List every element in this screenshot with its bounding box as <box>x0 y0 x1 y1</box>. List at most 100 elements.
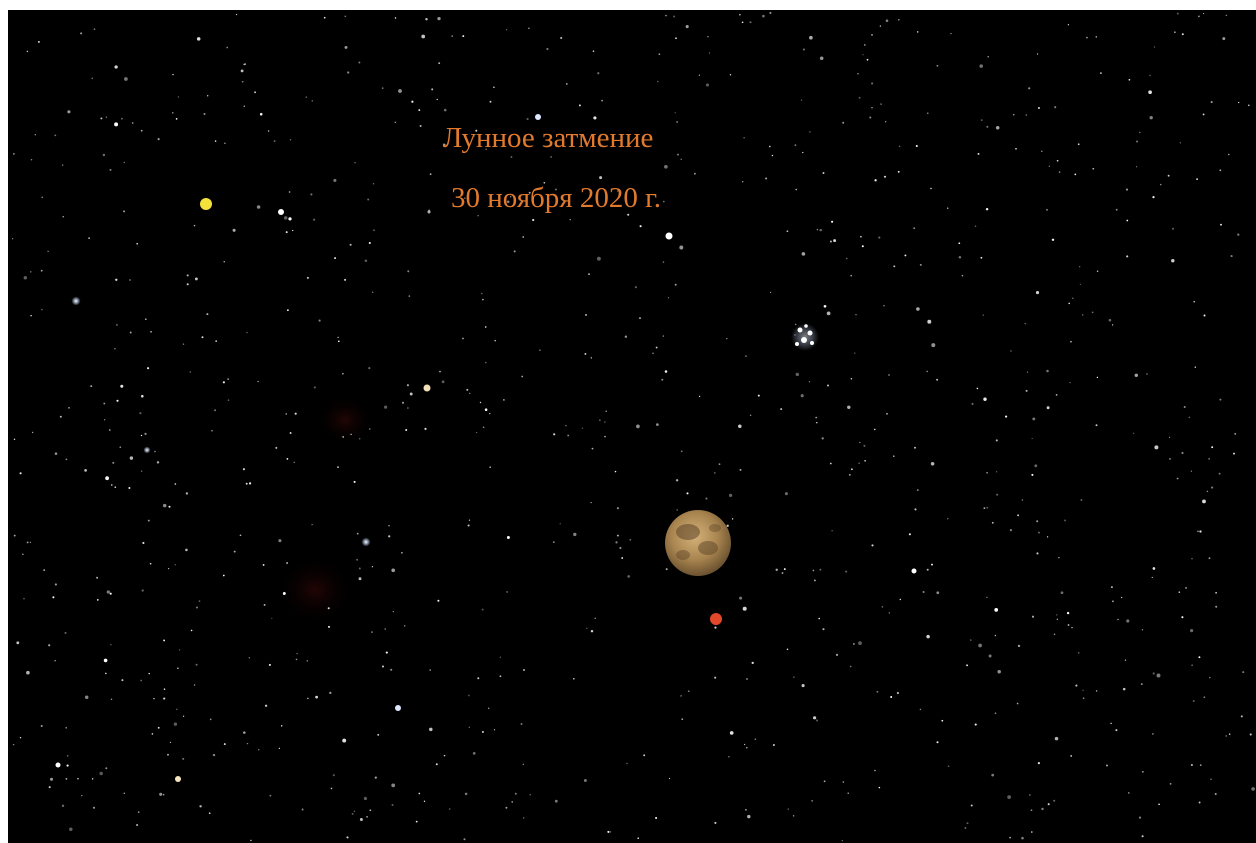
star <box>287 458 289 460</box>
star <box>1209 557 1211 559</box>
star <box>211 430 213 432</box>
star <box>329 692 331 694</box>
star <box>124 162 125 163</box>
star <box>802 252 806 256</box>
star <box>463 838 465 840</box>
star <box>1067 612 1069 614</box>
star <box>315 696 318 699</box>
star <box>469 520 470 521</box>
star <box>1142 771 1143 772</box>
star <box>573 678 575 680</box>
star <box>324 17 326 19</box>
star <box>1193 301 1195 303</box>
star <box>659 53 661 55</box>
star <box>820 57 824 61</box>
star <box>14 439 15 440</box>
star <box>1158 803 1160 805</box>
star <box>295 413 297 415</box>
star <box>728 756 729 757</box>
star <box>864 44 866 46</box>
star <box>1061 591 1064 594</box>
star <box>1199 530 1201 532</box>
star <box>849 474 851 476</box>
star <box>47 251 49 253</box>
star <box>111 484 112 485</box>
star <box>249 482 251 484</box>
star <box>859 442 860 443</box>
star <box>743 607 747 611</box>
star <box>35 134 36 135</box>
star <box>803 49 805 51</box>
star <box>862 245 864 247</box>
star <box>663 201 665 203</box>
star <box>20 472 22 474</box>
star <box>1191 764 1193 766</box>
star <box>931 564 933 566</box>
star <box>385 628 386 629</box>
star <box>215 340 217 342</box>
star <box>228 399 230 401</box>
star <box>110 644 111 645</box>
star <box>142 542 144 544</box>
star <box>199 600 201 602</box>
star <box>995 635 997 637</box>
star <box>1057 619 1058 620</box>
star <box>468 524 470 526</box>
star <box>469 727 470 728</box>
star <box>105 476 109 480</box>
star <box>233 229 236 232</box>
star <box>795 144 797 146</box>
star <box>279 748 280 749</box>
star <box>514 250 516 252</box>
star <box>1237 234 1239 236</box>
star <box>888 374 890 376</box>
star <box>1037 53 1038 54</box>
star <box>296 653 297 654</box>
star <box>705 498 707 500</box>
star <box>1209 677 1211 679</box>
star <box>1015 148 1017 150</box>
star <box>681 451 683 453</box>
star <box>307 277 309 279</box>
star <box>16 641 19 644</box>
star <box>941 720 943 722</box>
star <box>665 370 668 373</box>
star <box>1116 209 1118 211</box>
star <box>719 463 721 465</box>
star <box>1157 674 1161 678</box>
star <box>1184 406 1186 408</box>
star <box>936 379 938 381</box>
star <box>730 74 731 75</box>
star <box>1056 394 1058 396</box>
star <box>49 786 51 788</box>
star <box>393 611 394 612</box>
star <box>1041 151 1042 152</box>
star <box>444 755 446 757</box>
star <box>1115 729 1117 731</box>
star <box>1068 624 1070 626</box>
star <box>898 19 900 21</box>
star <box>1233 453 1235 455</box>
star <box>755 738 756 739</box>
star <box>148 673 149 674</box>
star <box>436 763 438 765</box>
star <box>855 314 856 315</box>
star <box>213 754 215 756</box>
star <box>410 393 413 396</box>
star <box>629 539 631 541</box>
star <box>788 808 789 809</box>
star <box>356 559 358 561</box>
star <box>1092 168 1094 170</box>
star <box>292 230 293 231</box>
star <box>1048 803 1050 805</box>
star <box>209 812 211 814</box>
star <box>342 436 344 438</box>
star <box>110 593 112 595</box>
star <box>278 209 284 215</box>
star <box>105 673 107 675</box>
star <box>742 21 744 23</box>
star <box>621 557 623 559</box>
star <box>246 483 248 485</box>
star <box>996 439 998 441</box>
star <box>22 554 23 555</box>
